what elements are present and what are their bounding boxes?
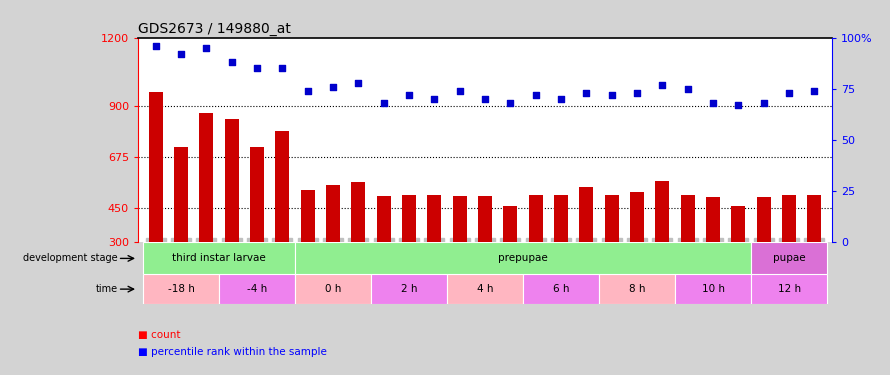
Text: -18 h: -18 h bbox=[167, 284, 194, 294]
Point bbox=[352, 80, 366, 86]
Point bbox=[427, 96, 441, 102]
Text: prepupae: prepupae bbox=[498, 254, 548, 263]
Point bbox=[174, 51, 188, 57]
Point bbox=[402, 92, 417, 98]
Bar bbox=[149, 92, 163, 242]
Bar bbox=[523, 274, 599, 304]
Bar bbox=[352, 182, 365, 242]
Point bbox=[275, 65, 289, 71]
Text: 0 h: 0 h bbox=[325, 284, 341, 294]
Point bbox=[782, 90, 797, 96]
Point bbox=[732, 102, 746, 108]
Point bbox=[199, 45, 214, 51]
Point bbox=[681, 86, 695, 92]
Bar bbox=[295, 242, 751, 274]
Point bbox=[149, 43, 163, 49]
Bar bbox=[756, 197, 771, 242]
Point bbox=[224, 59, 239, 65]
Text: time: time bbox=[95, 284, 117, 294]
Text: 12 h: 12 h bbox=[778, 284, 801, 294]
Point bbox=[554, 96, 568, 102]
Bar bbox=[295, 274, 371, 304]
Bar bbox=[529, 195, 543, 242]
Point bbox=[807, 88, 821, 94]
Bar bbox=[143, 274, 219, 304]
Bar bbox=[630, 192, 644, 242]
Bar bbox=[751, 274, 827, 304]
Point bbox=[604, 92, 619, 98]
Bar bbox=[447, 274, 523, 304]
Text: 4 h: 4 h bbox=[477, 284, 493, 294]
Text: 8 h: 8 h bbox=[629, 284, 645, 294]
Bar bbox=[706, 197, 720, 242]
Bar bbox=[427, 195, 441, 242]
Bar bbox=[732, 206, 746, 242]
Bar bbox=[143, 242, 295, 274]
Bar bbox=[250, 147, 264, 242]
Bar bbox=[371, 274, 447, 304]
Bar bbox=[554, 195, 568, 242]
Text: GDS2673 / 149880_at: GDS2673 / 149880_at bbox=[138, 22, 291, 36]
Bar bbox=[782, 195, 796, 242]
Bar bbox=[326, 185, 340, 242]
Point bbox=[529, 92, 543, 98]
Bar bbox=[376, 196, 391, 242]
Bar bbox=[605, 195, 619, 242]
Point bbox=[453, 88, 467, 94]
Text: -4 h: -4 h bbox=[247, 284, 267, 294]
Point bbox=[655, 82, 669, 88]
Point bbox=[503, 100, 517, 106]
Text: third instar larvae: third instar larvae bbox=[172, 254, 266, 263]
Bar bbox=[655, 181, 669, 242]
Text: 10 h: 10 h bbox=[701, 284, 724, 294]
Bar bbox=[681, 195, 695, 242]
Point bbox=[756, 100, 771, 106]
Bar bbox=[676, 274, 751, 304]
Point bbox=[250, 65, 264, 71]
Bar bbox=[225, 119, 239, 242]
Bar bbox=[275, 131, 289, 242]
Bar bbox=[579, 186, 594, 242]
Bar bbox=[807, 195, 821, 242]
Text: 6 h: 6 h bbox=[553, 284, 570, 294]
Text: ■ percentile rank within the sample: ■ percentile rank within the sample bbox=[138, 347, 327, 357]
Text: pupae: pupae bbox=[773, 254, 805, 263]
Point bbox=[478, 96, 492, 102]
Bar bbox=[453, 196, 466, 242]
Bar bbox=[504, 206, 517, 242]
Point bbox=[630, 90, 644, 96]
Bar bbox=[402, 195, 416, 242]
Text: ■ count: ■ count bbox=[138, 330, 181, 340]
Point bbox=[579, 90, 594, 96]
Bar bbox=[751, 242, 827, 274]
Bar bbox=[478, 196, 492, 242]
Point bbox=[376, 100, 391, 106]
Text: development stage: development stage bbox=[23, 254, 117, 263]
Bar bbox=[219, 274, 295, 304]
Bar bbox=[301, 190, 315, 242]
Point bbox=[326, 84, 340, 90]
Point bbox=[706, 100, 720, 106]
Bar bbox=[174, 147, 188, 242]
Point bbox=[301, 88, 315, 94]
Bar bbox=[599, 274, 676, 304]
Bar bbox=[199, 112, 214, 242]
Text: 2 h: 2 h bbox=[400, 284, 417, 294]
